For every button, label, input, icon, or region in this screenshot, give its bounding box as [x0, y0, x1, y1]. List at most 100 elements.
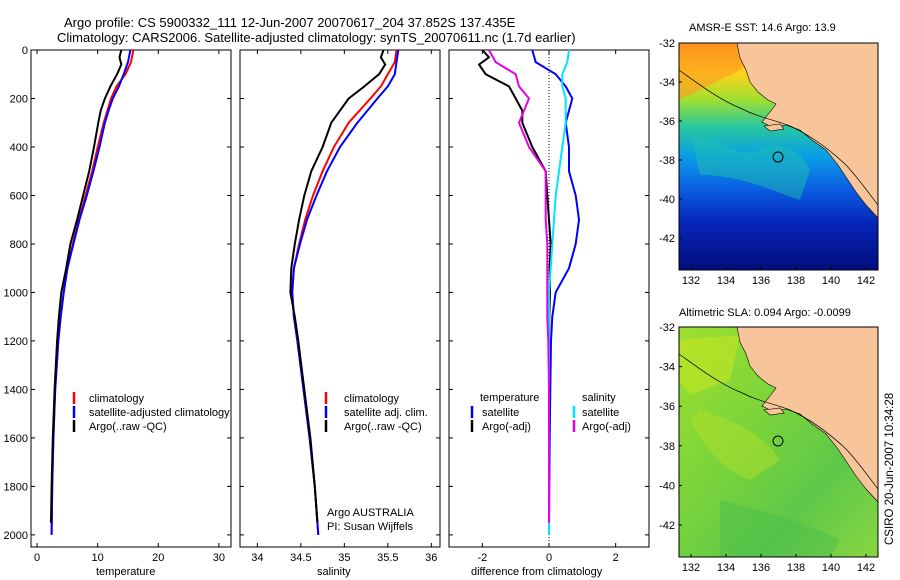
legend-label-climatology: climatology [344, 393, 400, 405]
figure-title-line1: Argo profile: CS 5900332_111 12-Jun-2007… [64, 15, 516, 30]
y-tick-label: 0 [22, 45, 28, 57]
x-tick-label: 0 [546, 552, 552, 564]
temperature-panel: 0 200 400 600 800 1000 1200 1400 1600 1800 2000 0 10… [4, 45, 232, 578]
lon-tick-label: 140 [822, 562, 840, 574]
salinity-ticks: 34 34.5 35 35.5 36 [240, 49, 440, 564]
lat-tick-label: -38 [659, 441, 675, 453]
sst-shelf-cool-patch [690, 130, 810, 200]
difference-panel: -2 0 2 difference from climatology tempera… [448, 49, 650, 578]
y-tick-label: 1400 [4, 384, 28, 396]
credit-line2: PI: Susan Wijffels [327, 521, 413, 533]
lat-tick-label: -42 [659, 520, 675, 532]
x-tick-label: 20 [152, 552, 164, 564]
temperature-legend: climatology satellite-adjusted climatolo… [72, 392, 230, 433]
sla-ticks: 132 134 136 138 140 142 -32 -34 -36 -38 -40 -42 [659, 322, 875, 574]
y-tick-label: 1000 [4, 287, 28, 299]
credit-line1: Argo AUSTRALIA [327, 507, 414, 519]
legend-label-argo: Argo(..raw -QC) [344, 421, 422, 433]
lat-tick-label: -34 [659, 362, 675, 374]
sst-land [736, 43, 878, 219]
legend-label-temp-argo: Argo(-adj) [482, 421, 531, 433]
sst-ticks: 132 134 136 138 140 142 -32 -34 -36 -38 -40 -42 [659, 38, 875, 287]
salinity-axes-box [239, 49, 441, 548]
lat-tick-label: -38 [659, 155, 675, 167]
sla-land [736, 327, 878, 503]
legend-label-argo: Argo(..raw -QC) [89, 421, 167, 433]
x-tick-label: 2 [613, 552, 619, 564]
legend-label-temp-satellite: satellite [482, 407, 519, 419]
series-line-argo-raw-qc [50, 49, 123, 523]
legend-label-satellite: satellite-adjusted climatology [89, 407, 230, 419]
series-line-argo-raw-qc [289, 49, 387, 523]
sla-island [763, 407, 785, 416]
salinity-legend: climatology satellite adj. clim. Argo(..… [324, 392, 428, 433]
y-tick-label: 200 [10, 93, 28, 105]
timestamp-stamp: CSIRO 20-Jun-2007 10:34:28 [884, 393, 896, 545]
sla-yellow-patch [679, 335, 740, 395]
x-tick-label: 30 [213, 552, 225, 564]
legend-label-satellite: satellite adj. clim. [344, 407, 428, 419]
x-tick-label: 0 [34, 552, 40, 564]
y-tick-label: 1200 [4, 336, 28, 348]
legend-title-salinity: salinity [582, 392, 616, 404]
lon-tick-label: 136 [752, 562, 770, 574]
x-tick-label: 35 [338, 552, 350, 564]
y-tick-label: 800 [10, 239, 28, 251]
sla-map-frame [678, 326, 879, 558]
lon-tick-label: 142 [857, 562, 875, 574]
series-line-temperature-satellite [531, 49, 580, 535]
salinity-panel: 34 34.5 35 35.5 36 salinity climatology sate… [239, 49, 441, 578]
y-tick-label: 1800 [4, 481, 28, 493]
temperature-ticks: 0 200 400 600 800 1000 1200 1400 1600 1800 2000 0 10… [4, 45, 231, 564]
sla-dark-patch [720, 500, 840, 557]
lat-tick-label: -34 [659, 77, 675, 89]
sst-map-frame [678, 42, 879, 271]
legend-title-temperature: temperature [480, 392, 539, 404]
x-tick-label: 10 [92, 552, 104, 564]
lon-tick-label: 138 [787, 275, 805, 287]
figure-title-line2: Climatology: CARS2006. Satellite-adjuste… [57, 30, 576, 45]
lon-tick-label: 134 [717, 275, 735, 287]
lon-tick-label: 132 [682, 275, 700, 287]
sla-shelf-contour [679, 353, 878, 490]
legend-label-climatology: climatology [89, 393, 145, 405]
sla-yellow-patch-2 [690, 410, 780, 480]
temperature-axes-box [30, 49, 232, 548]
lat-tick-label: -42 [659, 233, 675, 245]
series-line-salinity-argo-adj [488, 49, 550, 523]
y-tick-label: 600 [10, 190, 28, 202]
lon-tick-label: 140 [822, 275, 840, 287]
sla-map-title: Altimetric SLA: 0.094 Argo: -0.0099 [679, 307, 851, 319]
sla-map: Altimetric SLA: 0.094 Argo: -0.0099 132 1… [659, 307, 879, 574]
difference-xlabel: difference from climatology [471, 566, 603, 578]
lat-tick-label: -40 [659, 480, 675, 492]
lat-tick-label: -36 [659, 401, 675, 413]
salinity-lines [289, 49, 400, 535]
legend-label-sal-argo: Argo(-adj) [582, 421, 631, 433]
difference-lines [478, 49, 580, 535]
lat-tick-label: -32 [659, 38, 675, 50]
lat-tick-label: -40 [659, 194, 675, 206]
legend-label-sal-satellite: satellite [582, 407, 619, 419]
x-tick-label: 36 [425, 552, 437, 564]
sst-map: AMSR-E SST: 14.6 Argo: 13.9 132 134 136 138… [659, 22, 879, 287]
x-tick-label: 34 [251, 552, 263, 564]
y-tick-label: 400 [10, 142, 28, 154]
lat-tick-label: -36 [659, 116, 675, 128]
lon-tick-label: 132 [682, 562, 700, 574]
lat-tick-label: -32 [659, 322, 675, 334]
sst-argo-position-marker [772, 151, 784, 163]
temperature-lines [50, 49, 135, 535]
difference-legend: temperature satellite Argo(-adj) salinit… [470, 392, 631, 433]
x-tick-label: 34.5 [290, 552, 311, 564]
temperature-xlabel: temperature [96, 566, 155, 578]
lon-tick-label: 138 [787, 562, 805, 574]
y-tick-label: 2000 [4, 530, 28, 542]
lon-tick-label: 142 [857, 275, 875, 287]
x-tick-label: -2 [477, 552, 487, 564]
y-tick-label: 1600 [4, 433, 28, 445]
lon-tick-label: 136 [752, 275, 770, 287]
sst-island [763, 123, 785, 132]
salinity-xlabel: salinity [317, 566, 351, 578]
